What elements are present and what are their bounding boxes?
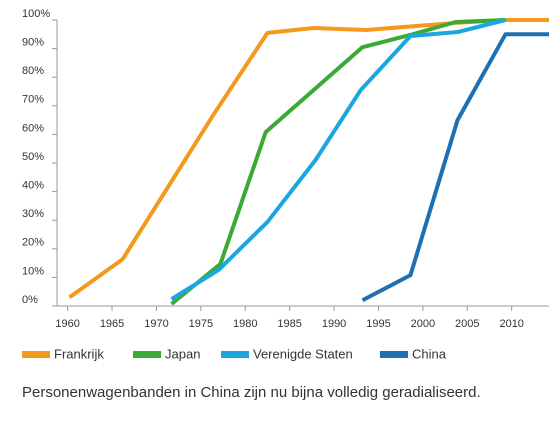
- y-tick-label: 20%: [22, 237, 44, 249]
- x-tick-label: 2000: [411, 318, 435, 330]
- y-tick-label: 80%: [22, 65, 44, 77]
- y-tick-label: 30%: [22, 208, 44, 220]
- y-tick-label: 60%: [22, 122, 44, 134]
- y-tick-label: 10%: [22, 265, 44, 277]
- legend-label: China: [412, 346, 447, 361]
- x-tick-label: 2010: [499, 318, 523, 330]
- legend-swatch: [22, 351, 50, 358]
- y-tick-label: 50%: [22, 151, 44, 163]
- x-tick-label: 1980: [233, 318, 257, 330]
- legend-label: Japan: [165, 346, 200, 361]
- x-tick-label: 2005: [455, 318, 479, 330]
- chart: 0% 10% 20% 30% 40% 50% 60% 70% 80% 90% 100% 1960 196…: [22, 8, 549, 361]
- x-tick-label: 1990: [322, 318, 346, 330]
- y-tick-label: 70%: [22, 94, 44, 106]
- series-line: [170, 18, 506, 301]
- legend-label: Frankrijk: [54, 346, 104, 361]
- y-tick-label: 40%: [22, 180, 44, 192]
- y-tick-label: 0%: [22, 294, 38, 306]
- y-tick-label: 100%: [22, 8, 50, 20]
- series-line: [361, 32, 549, 303]
- x-tick-label: 1975: [189, 318, 213, 330]
- legend-swatch: [133, 351, 161, 358]
- x-tick-label: 1995: [366, 318, 390, 330]
- y-tick-label: 90%: [22, 37, 44, 49]
- legend-swatch: [380, 351, 408, 358]
- x-tick-label: 1970: [144, 318, 168, 330]
- legend-label: Verenigde Staten: [253, 346, 353, 361]
- x-tick-label: 1965: [100, 318, 124, 330]
- x-tick-label: 1985: [277, 318, 301, 330]
- x-tick-label: 1960: [55, 318, 79, 330]
- series-line: [170, 18, 506, 306]
- legend-swatch: [221, 351, 249, 358]
- series-line: [68, 18, 549, 300]
- caption: Personenwagenbanden in China zijn nu bij…: [22, 384, 481, 401]
